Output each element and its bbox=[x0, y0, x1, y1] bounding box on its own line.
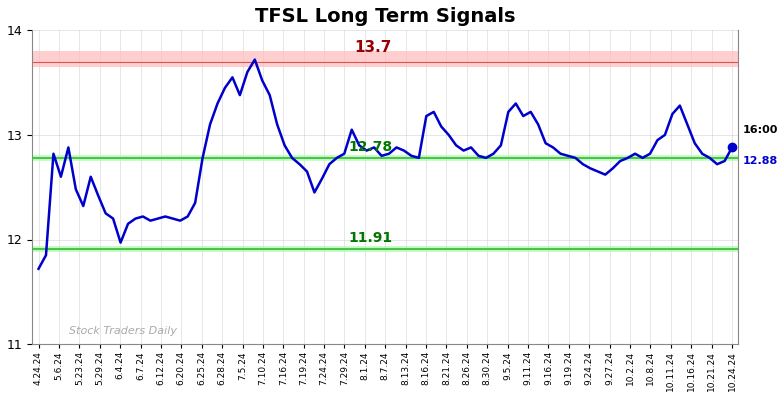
Text: 16:00: 16:00 bbox=[742, 125, 778, 135]
Text: 12.78: 12.78 bbox=[349, 140, 393, 154]
Bar bbox=[32, 246, 739, 252]
Bar bbox=[32, 51, 739, 67]
Text: 12.88: 12.88 bbox=[742, 156, 778, 166]
Bar bbox=[32, 155, 739, 161]
Text: 11.91: 11.91 bbox=[349, 231, 393, 245]
Title: TFSL Long Term Signals: TFSL Long Term Signals bbox=[255, 7, 516, 26]
Text: 13.7: 13.7 bbox=[354, 40, 392, 55]
Text: Stock Traders Daily: Stock Traders Daily bbox=[69, 326, 177, 336]
